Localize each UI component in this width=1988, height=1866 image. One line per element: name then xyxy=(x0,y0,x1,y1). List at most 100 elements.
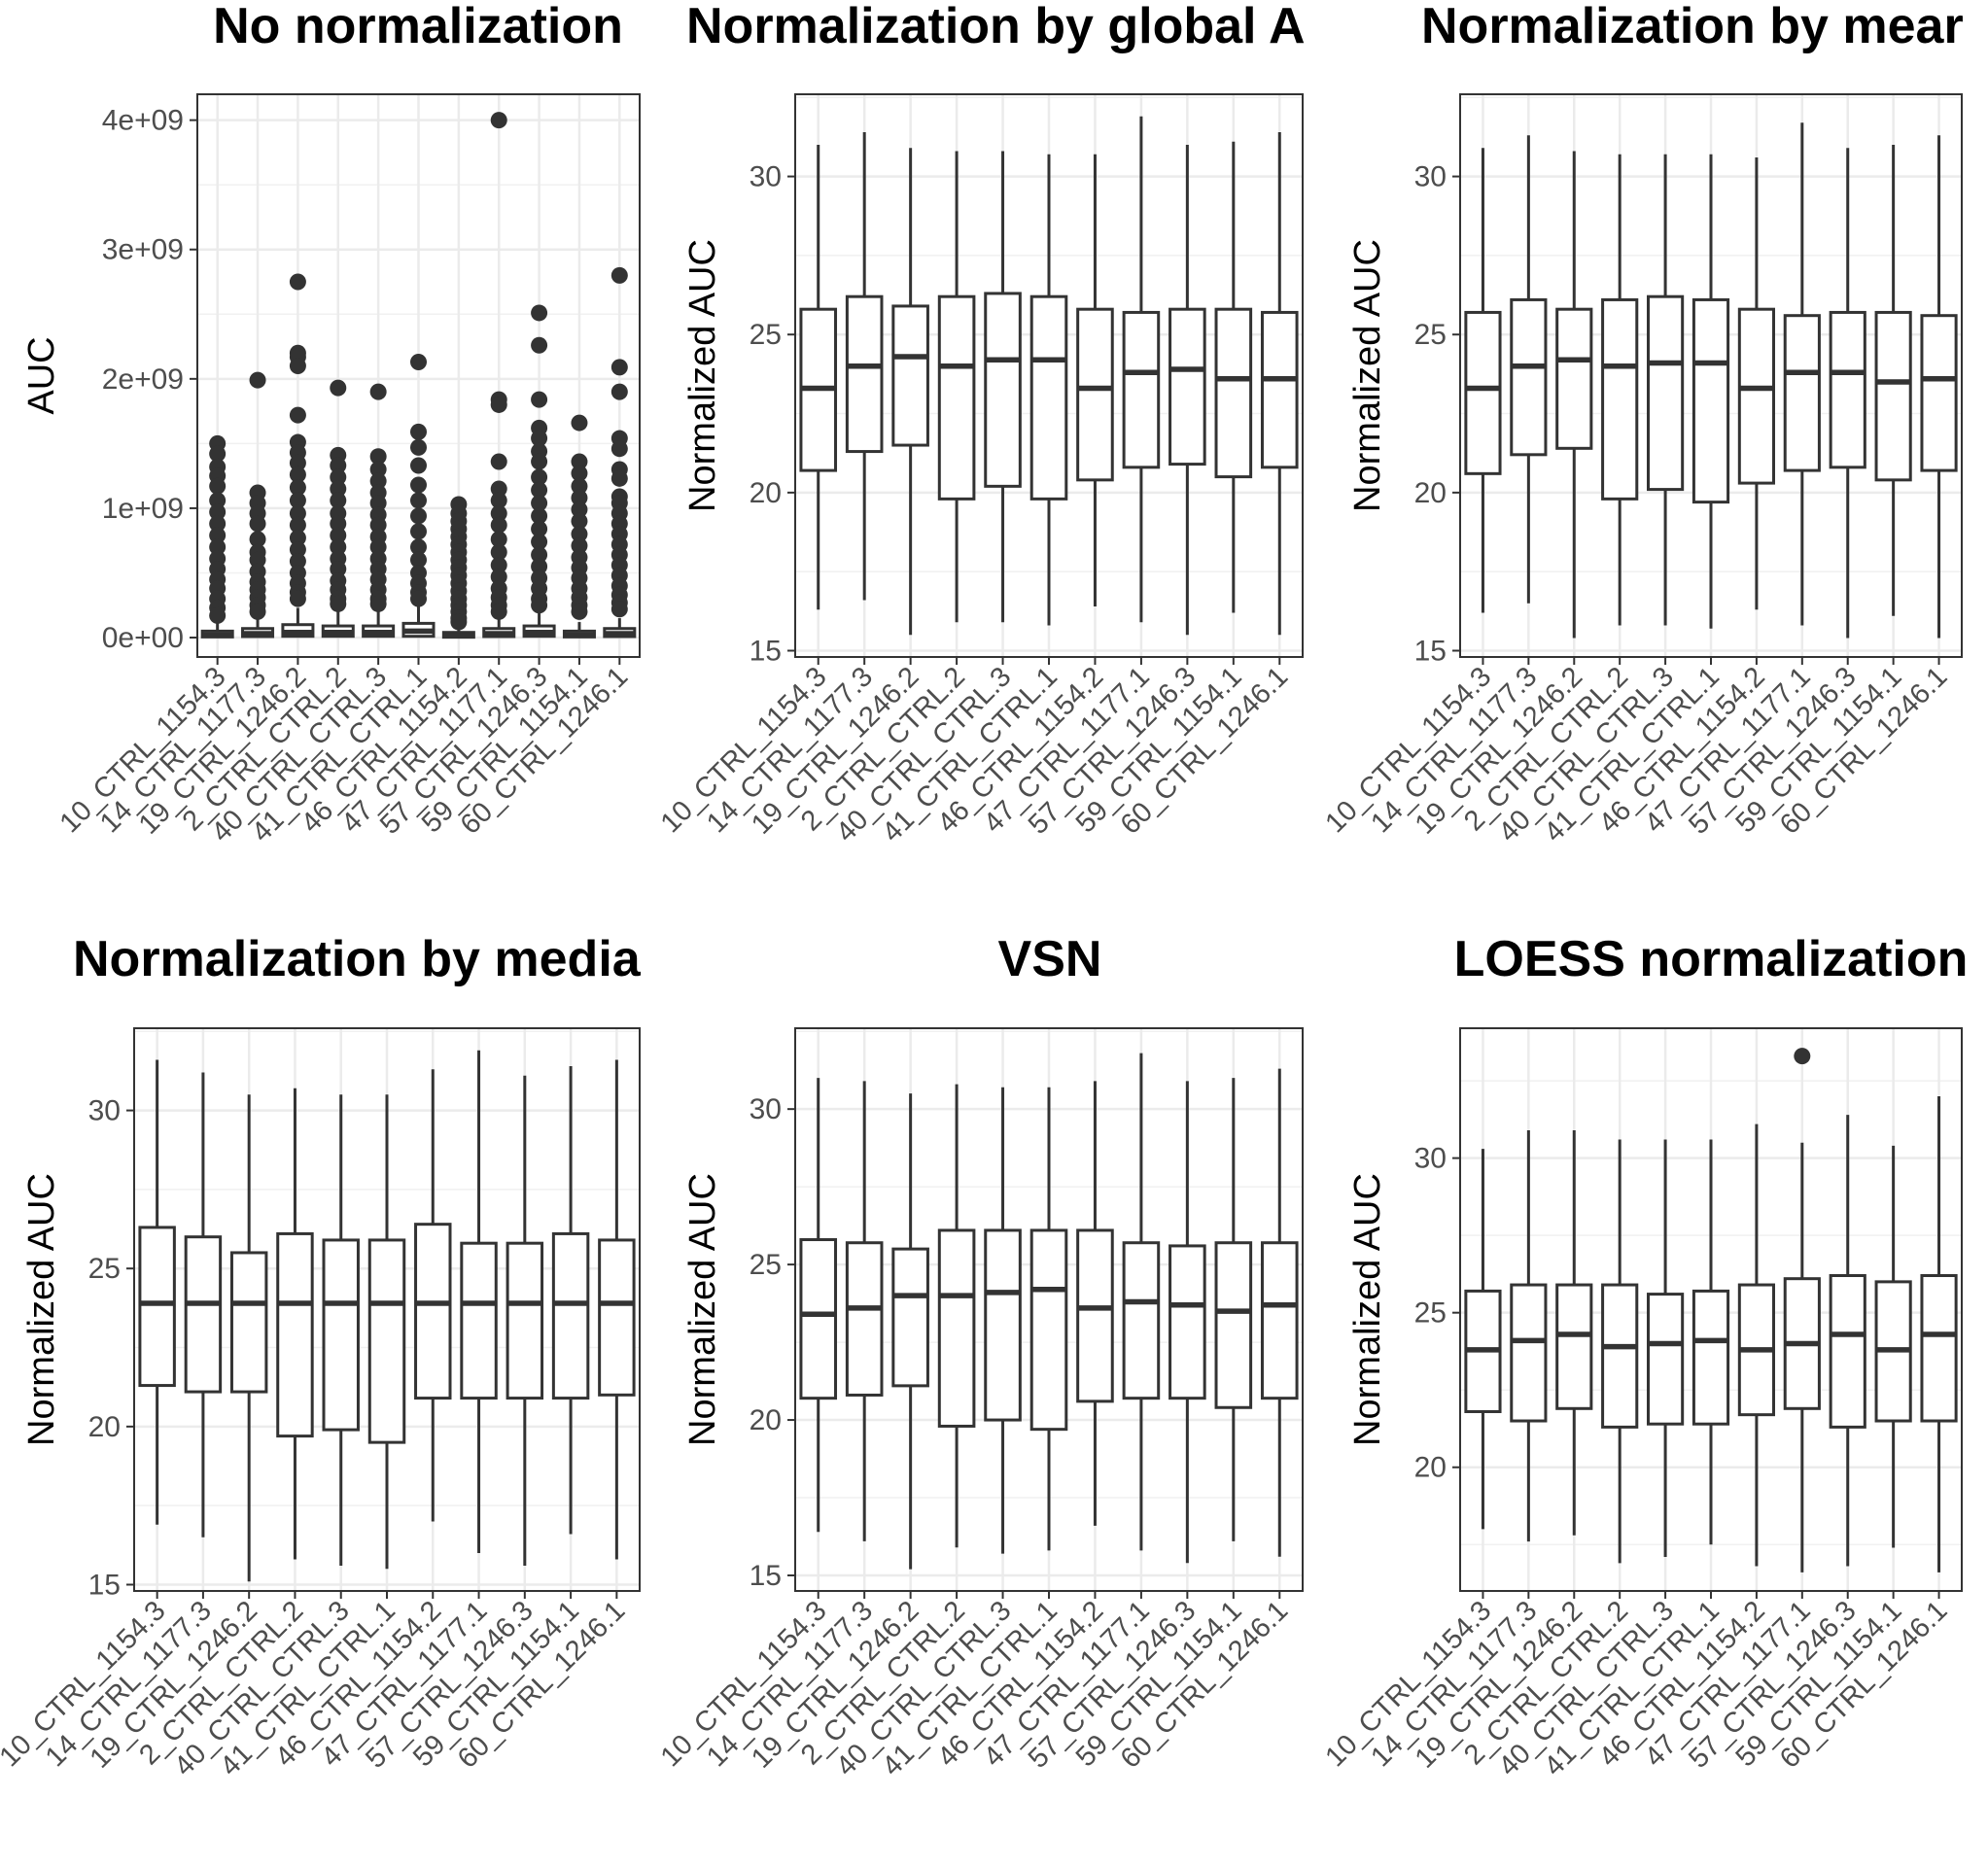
outlier-point xyxy=(289,406,306,424)
outlier-point xyxy=(610,469,628,487)
y-tick-label: 15 xyxy=(750,1560,782,1592)
box-iqr xyxy=(1601,297,1639,501)
outlier-point xyxy=(490,453,507,470)
y-tick-label: 15 xyxy=(1414,635,1447,667)
outlier-point xyxy=(610,601,628,618)
box-46_CTRL_1154.2 xyxy=(1076,154,1114,606)
outlier-point xyxy=(410,590,427,607)
outlier-point xyxy=(289,273,306,291)
outlier-point xyxy=(410,551,427,569)
y-tick-label: 15 xyxy=(750,635,782,667)
box-19_CTRL_1246.2 xyxy=(1555,1129,1593,1536)
box-46_CTRL_1154.2 xyxy=(1737,157,1776,610)
box-iqr xyxy=(1029,1228,1068,1432)
box-41_CTRL_CTRL.1 xyxy=(1692,1139,1730,1545)
box-iqr xyxy=(984,292,1022,488)
box-57_CTRL_1246.3 xyxy=(506,1075,544,1566)
box-iqr xyxy=(1692,297,1730,504)
box-60_CTRL_1246.1 xyxy=(1260,132,1299,636)
outlier-point xyxy=(531,391,548,408)
outlier-point xyxy=(531,481,548,499)
outlier-point xyxy=(330,379,347,397)
box-iqr xyxy=(229,1251,268,1394)
outlier-point xyxy=(531,430,548,447)
box-41_CTRL_CTRL.1 xyxy=(1029,154,1068,626)
box-59_CTRL_1154.1 xyxy=(1874,145,1912,616)
box-10_CTRL_1154.3 xyxy=(1464,148,1502,613)
outlier-point xyxy=(330,595,347,612)
box-40_CTRL_CTRL.3 xyxy=(984,151,1022,623)
box-57_CTRL_1246.3 xyxy=(1168,145,1206,636)
outlier-point xyxy=(330,515,347,533)
y-tick-label: 20 xyxy=(750,1404,782,1436)
box-iqr xyxy=(891,1247,929,1388)
outlier-point xyxy=(531,453,548,470)
panel-title: VSN xyxy=(998,931,1102,987)
box-40_CTRL_CTRL.3 xyxy=(322,1094,360,1566)
outlier-point xyxy=(289,530,306,547)
box-iqr xyxy=(1029,294,1068,501)
outlier-point xyxy=(249,371,266,389)
outlier-point xyxy=(490,396,507,413)
outlier-point xyxy=(490,504,507,522)
box-2_CTRL_CTRL.2 xyxy=(276,1088,314,1560)
outlier-point xyxy=(410,354,427,371)
box-iqr xyxy=(1260,1241,1299,1400)
box-41_CTRL_CTRL.1 xyxy=(1029,1087,1068,1551)
outlier-point xyxy=(490,543,507,561)
box-iqr xyxy=(367,1238,406,1444)
outlier-point xyxy=(571,477,588,495)
y-axis-label: Normalized AUC xyxy=(682,239,723,512)
outlier-point xyxy=(289,454,306,471)
box-iqr xyxy=(1920,1274,1958,1423)
box-iqr xyxy=(138,1226,176,1388)
y-tick-label: 1e+09 xyxy=(102,493,184,525)
outlier-point xyxy=(571,465,588,482)
outlier-point xyxy=(289,504,306,522)
outlier-point xyxy=(369,448,387,466)
y-axis-label: AUC xyxy=(21,336,62,414)
outlier-point xyxy=(410,523,427,540)
outlier-point xyxy=(209,503,227,521)
box-iqr xyxy=(1122,1241,1161,1400)
panel-title: Normalization by global A xyxy=(686,0,1306,54)
outlier-point xyxy=(289,358,306,375)
box-iqr xyxy=(1555,307,1593,450)
outlier-point xyxy=(531,304,548,322)
outlier-point xyxy=(330,527,347,544)
outlier-point xyxy=(410,507,427,525)
y-axis-label: Normalized AUC xyxy=(1347,1173,1388,1446)
outlier-point xyxy=(531,534,548,551)
box-2_CTRL_CTRL.2 xyxy=(1601,154,1639,626)
outlier-point xyxy=(610,266,628,284)
outlier-point xyxy=(571,501,588,518)
panel-title: No normalization xyxy=(213,0,623,54)
outlier-point xyxy=(249,531,266,548)
box-60_CTRL_1246.1 xyxy=(1920,1095,1958,1572)
outlier-point xyxy=(369,461,387,478)
box-iqr xyxy=(984,1228,1022,1422)
panel-title: LOESS normalization xyxy=(1454,931,1969,987)
outlier-point xyxy=(209,492,227,509)
box-iqr xyxy=(1647,1293,1685,1426)
box-iqr xyxy=(1076,1228,1114,1403)
outlier-point xyxy=(410,492,427,509)
outlier-point xyxy=(490,556,507,573)
box-47_CTRL_1177.1 xyxy=(482,112,516,639)
box-59_CTRL_1154.1 xyxy=(1214,1078,1253,1541)
box-46_CTRL_1154.2 xyxy=(1076,1081,1114,1526)
y-tick-label: 20 xyxy=(750,477,782,509)
outlier-point xyxy=(289,479,306,497)
y-tick-label: 3e+09 xyxy=(102,234,184,266)
box-iqr xyxy=(937,294,976,501)
y-tick-label: 30 xyxy=(1414,161,1447,193)
panel-3: Normalization by mear 15 20 25 30 Normalized … xyxy=(1319,0,1963,848)
outlier-point xyxy=(330,468,347,486)
outlier-point xyxy=(531,468,548,486)
panel-title: Normalization by mear xyxy=(1421,0,1964,54)
outlier-point xyxy=(571,603,588,620)
box-iqr xyxy=(799,1238,838,1400)
box-2_CTRL_CTRL.2 xyxy=(321,379,355,639)
